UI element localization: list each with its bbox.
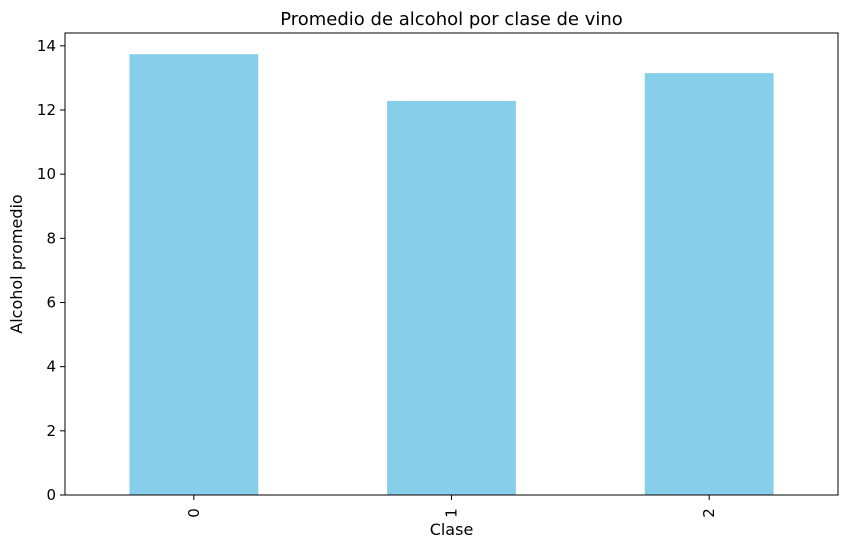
bar-1: [387, 101, 516, 496]
y-tick-label-10: 10: [37, 165, 56, 183]
y-tick-label-14: 14: [37, 37, 56, 55]
y-tick-label-4: 4: [46, 358, 56, 376]
x-tick-label-2: 2: [700, 508, 718, 518]
y-tick-label-12: 12: [37, 101, 56, 119]
bar-2: [644, 73, 774, 495]
bars-group: [129, 54, 774, 496]
x-tick-label-0: 0: [185, 508, 203, 518]
y-axis-label: Alcohol promedio: [7, 194, 26, 333]
x-tick-label-1: 1: [443, 508, 461, 518]
y-tick-label-6: 6: [46, 294, 56, 312]
chart-title: Promedio de alcohol por clase de vino: [280, 9, 623, 30]
x-axis: 0 1 2: [185, 495, 718, 518]
x-axis-label: Clase: [430, 520, 474, 539]
y-tick-label-2: 2: [46, 422, 56, 440]
bar-0: [129, 54, 259, 496]
y-tick-label-0: 0: [46, 486, 56, 504]
y-axis: 0 2 4 6 8 10 12 14: [37, 37, 65, 504]
y-tick-label-8: 8: [46, 229, 56, 247]
